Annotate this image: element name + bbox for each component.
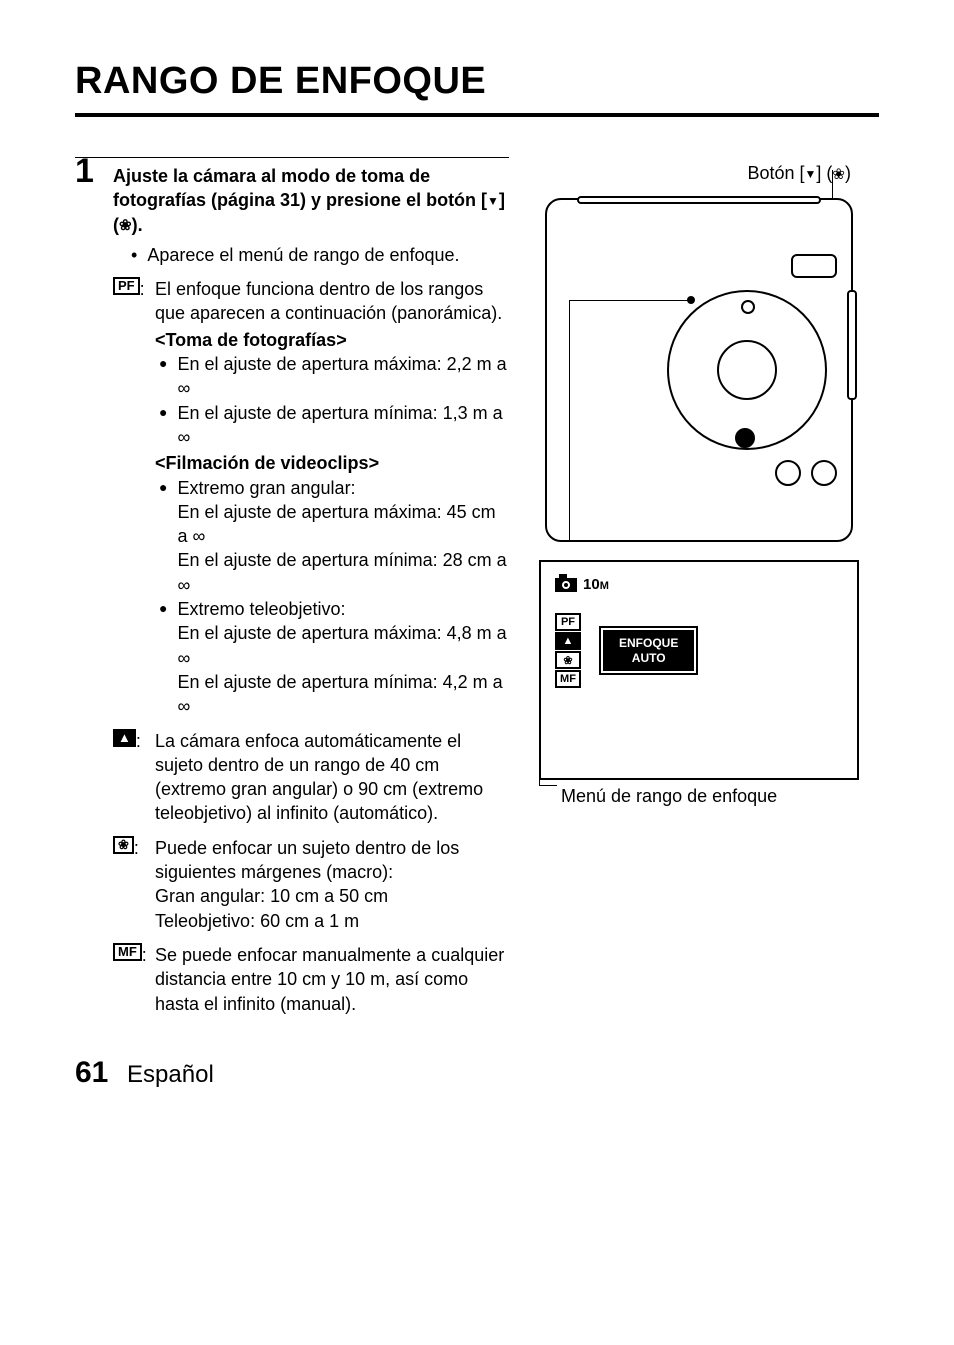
pf-video-b2: ● Extremo teleobjetivo: En el ajuste de … <box>159 597 509 718</box>
camera-top-edge <box>577 196 821 204</box>
pf-lead: El enfoque funciona dentro de los rangos… <box>155 277 509 326</box>
res-10: 10 <box>583 576 600 593</box>
flower-icon: ❀ <box>119 216 132 236</box>
pf-video-b1-body: Extremo gran angular: En el ajuste de ap… <box>177 476 509 597</box>
mode-macro-text: Puede enfocar un sujeto dentro de los si… <box>155 836 509 933</box>
pf-vb2-l2: En el ajuste de apertura mínima: 4,2 m a… <box>177 670 509 719</box>
res-m: M <box>600 580 609 592</box>
macro-icon: ❀ <box>113 836 134 854</box>
pf-vb2-label: Extremo teleobjetivo: <box>177 597 509 621</box>
down-triangle-icon: ▼ <box>805 167 817 181</box>
pf-vb2-l1: En el ajuste de apertura máxima: 4,8 m a… <box>177 621 509 670</box>
dpad-dot <box>741 300 755 314</box>
macro-lead: Puede enfocar un sujeto dentro de los si… <box>155 836 509 885</box>
step-body: Ajuste la cámara al modo de toma de foto… <box>113 164 509 1016</box>
pf-vb1-l1: En el ajuste de apertura máxima: 45 cm a… <box>177 500 509 549</box>
page-number: 61 <box>75 1056 108 1089</box>
lcd-mf-icon: MF <box>555 670 581 688</box>
lcd-caption-wrap: Menú de rango de enfoque <box>539 786 879 807</box>
mode-pf-text: El enfoque funciona dentro de los rangos… <box>155 277 509 718</box>
camera-small-button <box>775 460 801 486</box>
pf-video-head: <Filmación de videoclips> <box>155 451 509 475</box>
lcd-main-row: PF ▲ ❀ MF ENFOQUE AUTO <box>555 613 843 688</box>
footer-language: Español <box>127 1061 214 1088</box>
mode-icon-wrap: ▲: <box>113 729 155 826</box>
caption-hook <box>539 770 557 786</box>
mode-icon-wrap: PF: <box>113 277 155 718</box>
pf-vb1-l2: En el ajuste de apertura mínima: 28 cm a… <box>177 548 509 597</box>
mf-icon: MF <box>113 943 142 961</box>
pf-photo-b2-text: En el ajuste de apertura mínima: 1,3 m a… <box>177 401 509 450</box>
camera-dpad-center <box>717 340 777 400</box>
right-column: Botón [▼] (❀) <box>539 157 879 1026</box>
btn-label-mid: ] ( <box>816 163 832 183</box>
lcd-auto-icon: ▲ <box>555 632 581 650</box>
resolution-indicator: 10M <box>583 576 609 593</box>
mode-auto: ▲: La cámara enfoca automáticamente el s… <box>113 729 509 826</box>
camera-diagram <box>539 188 859 548</box>
camera-body <box>545 198 853 542</box>
bullet-dot: • <box>131 243 137 267</box>
flower-icon: ❀ <box>832 165 845 183</box>
camera-top-button <box>791 254 837 278</box>
lcd-top-row: 10M <box>555 576 843 593</box>
lcd-enfoque-line2: AUTO <box>619 651 678 665</box>
screen-pointer-vertical <box>569 300 570 540</box>
pf-photo-b1-text: En el ajuste de apertura máxima: 2,2 m a… <box>177 352 509 401</box>
pf-photo-b2: ●En el ajuste de apertura mínima: 1,3 m … <box>159 401 509 450</box>
step-number: 1 <box>75 152 94 191</box>
pf-photo-head: <Toma de fotografías> <box>155 328 509 352</box>
lcd-screen: 10M PF ▲ ❀ MF ENFOQUE AUTO <box>539 560 859 780</box>
mode-macro: ❀: Puede enfocar un sujeto dentro de los… <box>113 836 509 933</box>
pf-icon: PF <box>113 277 140 295</box>
content: 1 Ajuste la cámara al modo de toma de fo… <box>75 157 879 1026</box>
camera-mode-icon <box>555 578 577 592</box>
step-head-suffix: ). <box>132 215 143 235</box>
step-head-prefix: Ajuste la cámara al modo de toma de foto… <box>113 166 487 210</box>
auto-icon: ▲ <box>113 729 136 747</box>
page-title: RANGO DE ENFOQUE <box>75 60 879 117</box>
mode-pf: PF: El enfoque funciona dentro de los ra… <box>113 277 509 718</box>
lcd-enfoque-line1: ENFOQUE <box>619 636 678 650</box>
step-heading: Ajuste la cámara al modo de toma de foto… <box>113 164 509 237</box>
pf-video-b1: ● Extremo gran angular: En el ajuste de … <box>159 476 509 597</box>
step-sub-bullet: • Aparece el menú de rango de enfoque. <box>131 243 509 267</box>
mode-mf: MF: Se puede enfocar manualmente a cualq… <box>113 943 509 1016</box>
step-sub-text: Aparece el menú de rango de enfoque. <box>147 243 459 267</box>
mode-mf-text: Se puede enfocar manualmente a cualquier… <box>155 943 509 1016</box>
pf-photo-b1: ●En el ajuste de apertura máxima: 2,2 m … <box>159 352 509 401</box>
camera-small-button <box>811 460 837 486</box>
lcd-mode-icons: PF ▲ ❀ MF <box>555 613 581 688</box>
page-footer: 61 Español <box>75 1056 879 1090</box>
lcd-macro-icon: ❀ <box>555 651 581 669</box>
pf-video-b2-body: Extremo teleobjetivo: En el ajuste de ap… <box>177 597 509 718</box>
camera-strap-lug <box>847 290 857 400</box>
camera-dpad-ring <box>667 290 827 450</box>
macro-l1: Gran angular: 10 cm a 50 cm <box>155 884 509 908</box>
left-column: 1 Ajuste la cámara al modo de toma de fo… <box>75 157 509 1026</box>
lcd-caption: Menú de rango de enfoque <box>561 786 879 807</box>
macro-l2: Teleobjetivo: 60 cm a 1 m <box>155 909 509 933</box>
btn-label-prefix: Botón [ <box>747 163 804 183</box>
down-triangle-icon: ▼ <box>487 193 499 209</box>
mode-icon-wrap: ❀: <box>113 836 155 933</box>
lcd-pf-icon: PF <box>555 613 581 631</box>
pf-vb1-label: Extremo gran angular: <box>177 476 509 500</box>
screen-pointer-dot <box>687 296 695 304</box>
mode-icon-wrap: MF: <box>113 943 155 1016</box>
dpad-down-button <box>735 428 755 448</box>
btn-label-suffix: ) <box>845 163 851 183</box>
lcd-enfoque-label: ENFOQUE AUTO <box>601 628 696 673</box>
screen-pointer-line <box>569 300 689 301</box>
button-label: Botón [▼] (❀) <box>539 163 879 184</box>
mode-auto-text: La cámara enfoca automáticamente el suje… <box>155 729 509 826</box>
